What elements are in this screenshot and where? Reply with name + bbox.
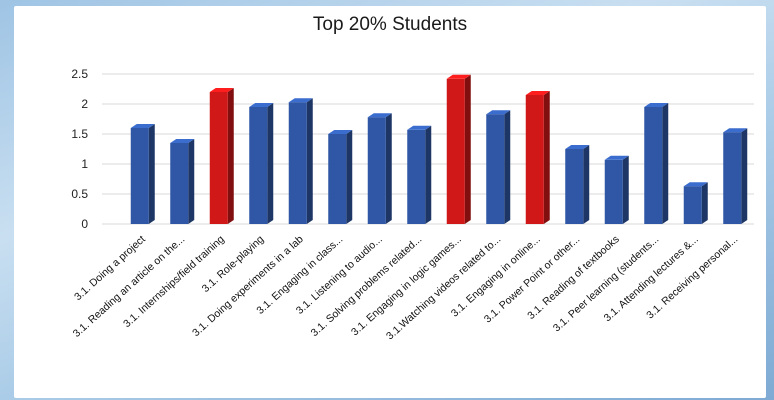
bar-top: [644, 103, 669, 107]
bar-side: [741, 128, 748, 224]
bar-front: [209, 92, 228, 224]
bar: [130, 124, 155, 224]
bar-top: [328, 130, 353, 134]
bar-side: [464, 74, 471, 224]
bar-front: [130, 128, 149, 224]
y-tick-label: 2: [81, 97, 88, 111]
bar: [525, 91, 550, 224]
bar-top: [209, 88, 234, 92]
bar: [367, 113, 392, 224]
bar-top: [249, 103, 274, 107]
chart-card: Top 20% Students 0 0.5 1 1.5 2 2.5 3.1. Doing…: [14, 6, 766, 398]
bar-side: [148, 124, 155, 224]
bar-side: [425, 125, 432, 224]
bar-top: [130, 124, 155, 128]
chart-title: Top 20% Students: [312, 14, 468, 35]
bar: [446, 74, 471, 224]
bar-top: [525, 91, 550, 95]
bar: [604, 155, 629, 224]
bar-top: [486, 110, 511, 115]
bar-side: [188, 139, 195, 224]
y-tick-label: 1: [81, 157, 88, 171]
bar-side: [385, 113, 392, 224]
bar-top: [288, 98, 313, 103]
bar-top: [170, 139, 195, 143]
bar-top: [723, 128, 748, 133]
bars: [130, 74, 748, 224]
bar-top: [683, 182, 708, 187]
bar-front: [723, 132, 742, 224]
bar-front: [328, 134, 347, 224]
bar: [249, 103, 274, 224]
bar-front: [604, 159, 623, 224]
bar-side: [701, 182, 708, 224]
bar: [723, 128, 748, 224]
bar: [565, 145, 590, 224]
bar-side: [583, 145, 590, 224]
bar-top: [367, 113, 392, 118]
bar: [683, 182, 708, 224]
bar-top: [446, 74, 471, 79]
y-axis-ticks: 0 0.5 1 1.5 2 2.5: [71, 67, 88, 231]
bar: [486, 110, 511, 224]
bar-side: [622, 155, 629, 224]
bar-front: [367, 117, 386, 224]
bar: [328, 130, 353, 224]
y-tick-label: 0: [81, 217, 88, 231]
bar: [288, 98, 313, 224]
bar-front: [288, 102, 307, 224]
bar-front: [565, 149, 584, 224]
bar-front: [644, 107, 663, 224]
y-tick-label: 0.5: [71, 187, 88, 201]
bar: [209, 88, 234, 224]
bar-side: [346, 130, 353, 224]
bar: [170, 139, 195, 224]
bar-front: [170, 143, 189, 224]
bar-side: [267, 103, 274, 224]
bar-top: [565, 145, 590, 149]
bar-front: [249, 107, 268, 224]
x-tick-label: 3.1. Doing a project: [72, 233, 148, 303]
bar-top: [604, 155, 629, 160]
bar-side: [662, 103, 669, 224]
bar-top: [407, 125, 432, 130]
bar-front: [486, 114, 505, 224]
bar-front: [525, 95, 544, 224]
bar-side: [543, 91, 550, 224]
y-tick-label: 1.5: [71, 127, 88, 141]
bar-side: [227, 88, 234, 224]
y-tick-label: 2.5: [71, 67, 88, 81]
bar-front: [407, 129, 426, 224]
bar-side: [504, 110, 511, 224]
bar-side: [306, 98, 313, 224]
bar-front: [683, 186, 702, 224]
bar-front: [446, 78, 465, 224]
bar: [407, 125, 432, 224]
bar: [644, 103, 669, 224]
